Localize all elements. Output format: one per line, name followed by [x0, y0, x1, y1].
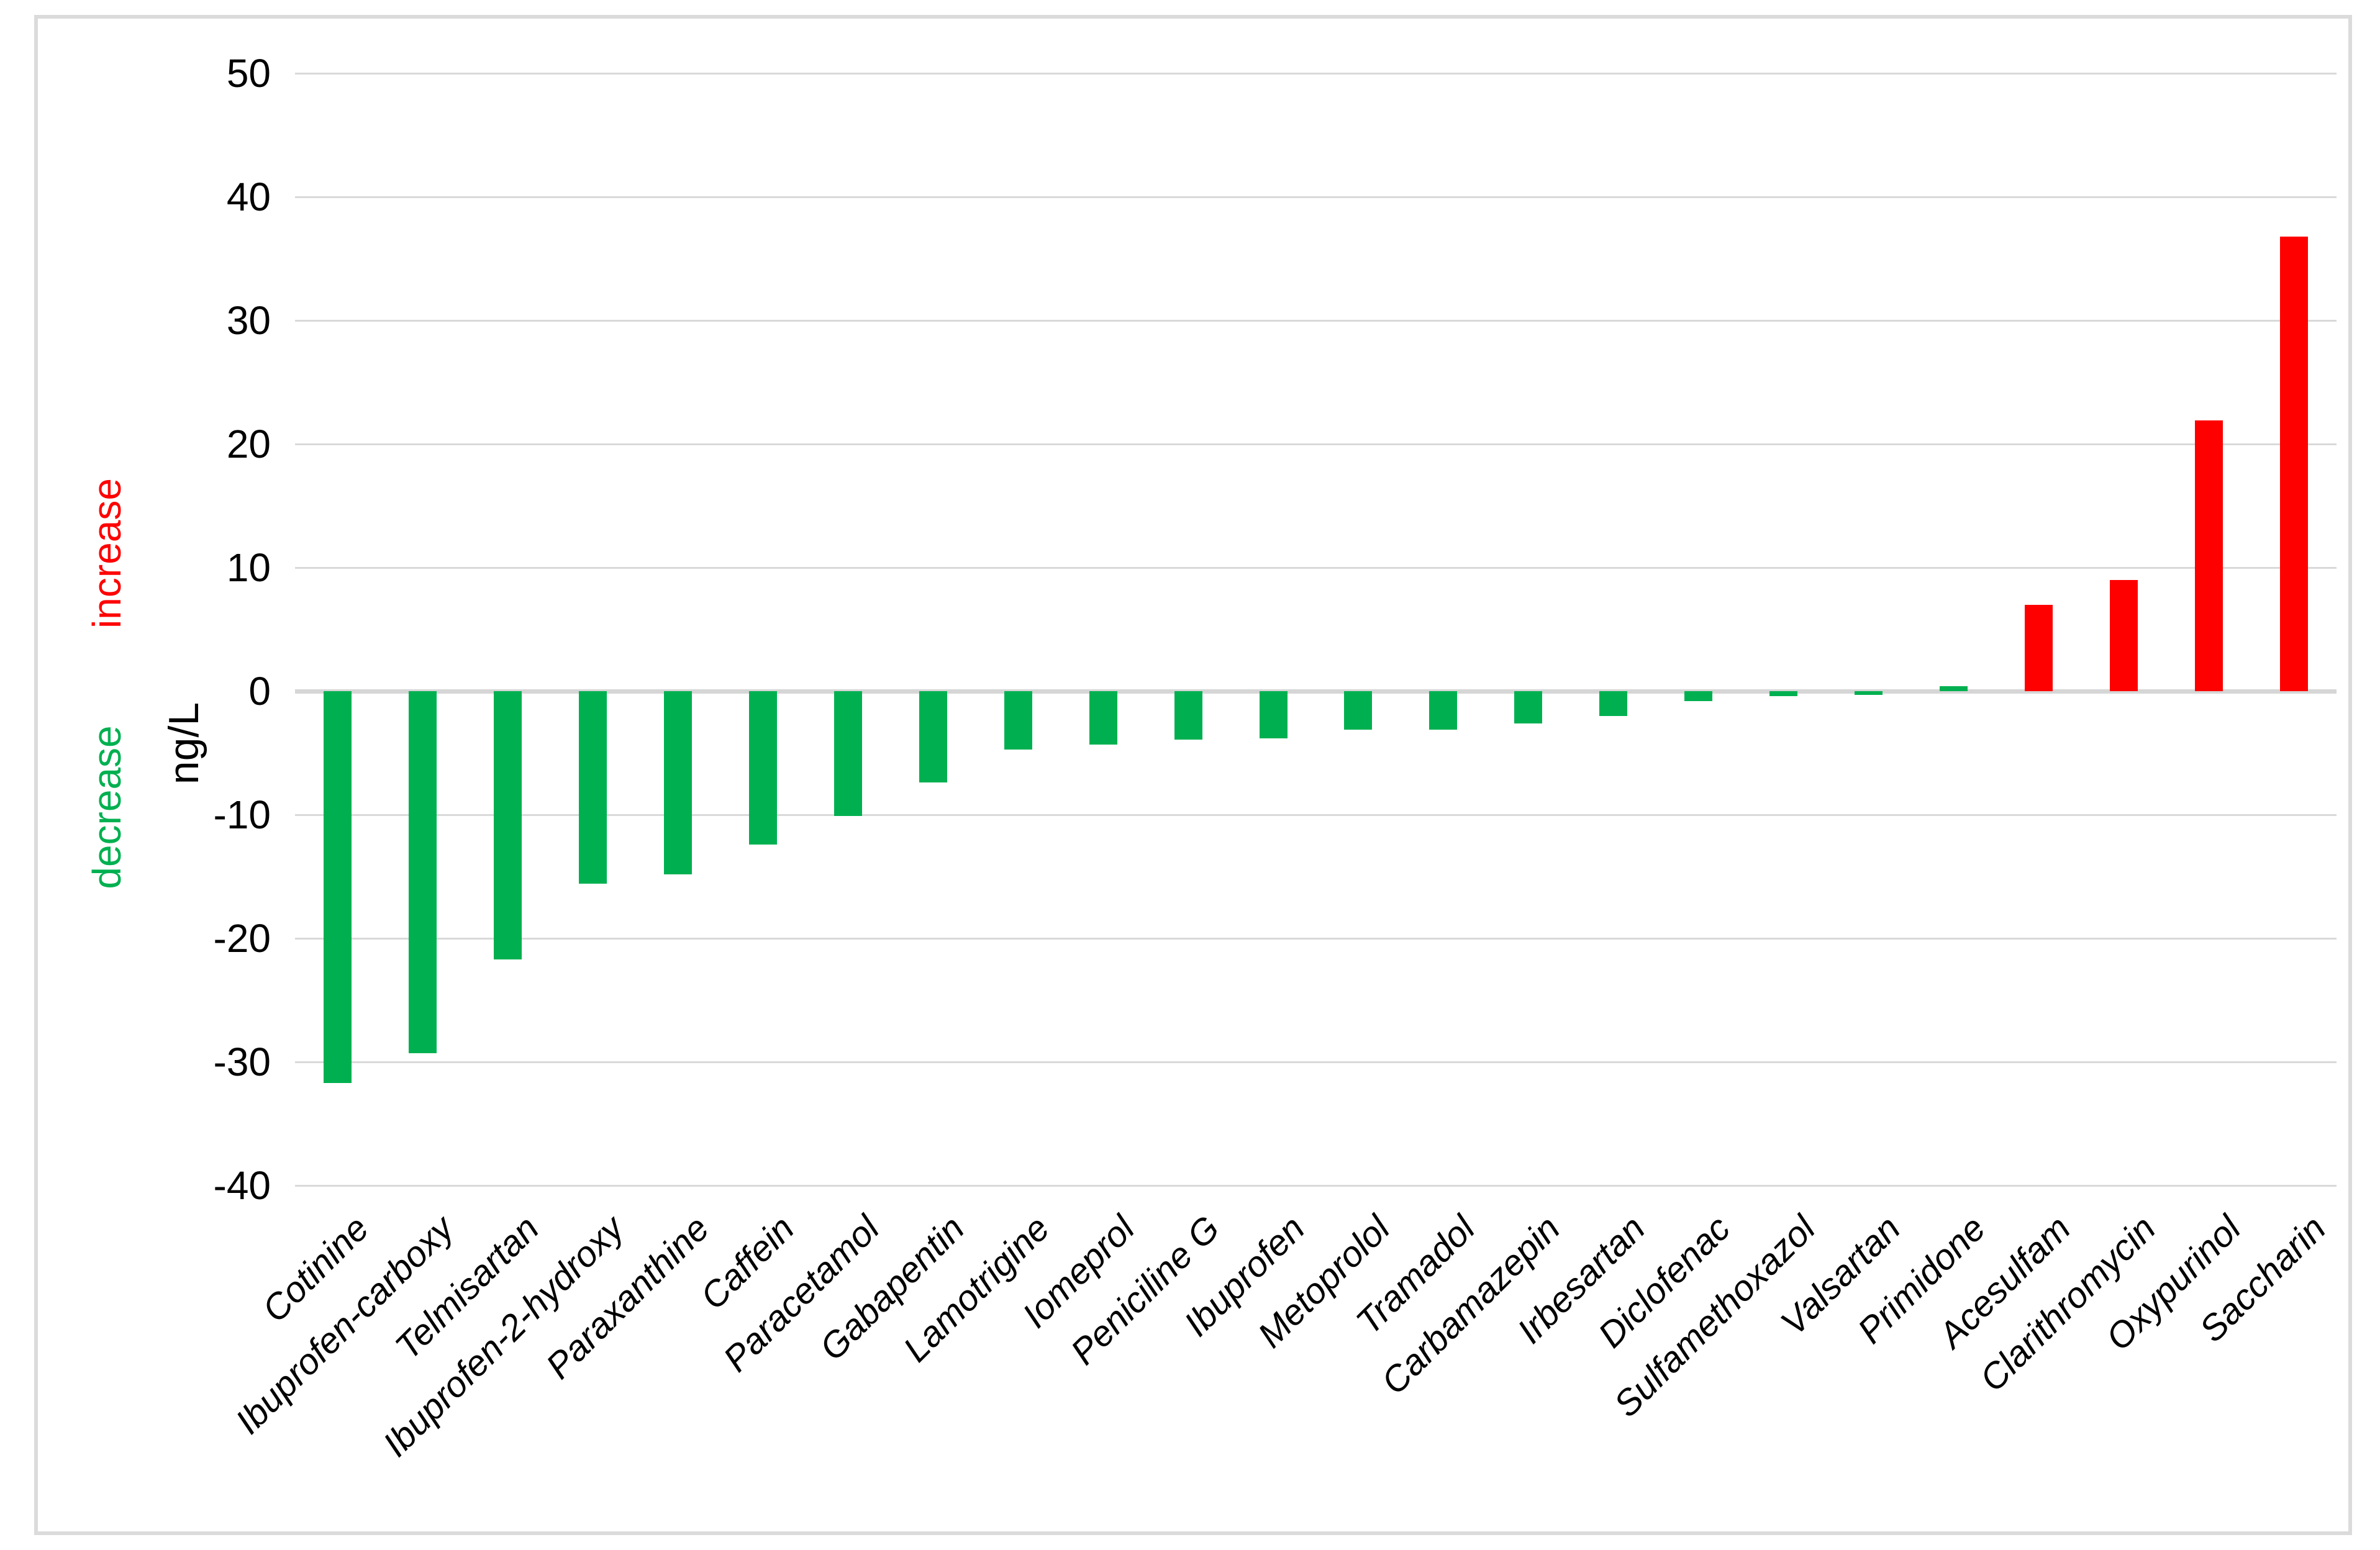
x-axis-zero-line [295, 689, 2337, 694]
y-gridline [295, 1061, 2337, 1063]
bar-cotinine [323, 691, 352, 1083]
y-axis-tick-label: 30 [226, 298, 271, 343]
bar-acesulfam [2025, 604, 2053, 691]
y-axis-unit-label: ng/L [160, 702, 207, 785]
bar-ibuprofen-2-hydroxy [578, 691, 607, 884]
y-gridline [295, 1184, 2337, 1187]
y-axis-tick-label: 40 [226, 174, 271, 219]
bar-gabapentin [919, 691, 947, 783]
y-gridline [295, 937, 2337, 940]
y-axis-tick-label: 50 [226, 51, 271, 96]
bar-valsartan [1855, 691, 1883, 695]
bar-paraxanthine [663, 691, 692, 874]
y-gridline [295, 443, 2337, 445]
bar-saccharin [2280, 236, 2309, 691]
bar-ibuprofen-carboxy [408, 691, 437, 1054]
y-gridline [295, 814, 2337, 816]
y-axis-tick-label: 20 [226, 422, 271, 466]
bar-tramadol [1429, 691, 1458, 730]
bar-diclofenac [1684, 691, 1713, 701]
y-gridline [295, 72, 2337, 75]
y-axis-tick-label: -40 [213, 1163, 271, 1208]
y-axis-tick-label: 10 [226, 545, 271, 590]
bar-iomeprol [1089, 691, 1117, 745]
y-gridline [295, 319, 2337, 322]
y-axis-tick-label: -30 [213, 1040, 271, 1084]
bar-caffein [748, 691, 777, 845]
bar-peniciline-g [1174, 691, 1202, 740]
bar-oxypurinol [2195, 420, 2223, 691]
bar-primidone [1940, 686, 1968, 691]
y-axis-tick-label: -10 [213, 792, 271, 837]
bar-carbamazepin [1514, 691, 1543, 723]
y-gridline [295, 566, 2337, 569]
bar-ibuprofen [1259, 691, 1288, 738]
y-gridline [295, 196, 2337, 198]
bar-clarithromycin [2110, 579, 2138, 691]
bar-irbesartan [1599, 691, 1628, 716]
bar-sulfamethoxazol [1769, 691, 1798, 696]
bar-metoprolol [1344, 691, 1373, 730]
bar-telmisartan [493, 691, 522, 959]
y-axis-tick-label: 0 [248, 669, 271, 714]
bar-lamotrigine [1004, 691, 1032, 750]
y-axis-tick-label: -20 [213, 916, 271, 961]
decrease-axis-label: decrease [84, 725, 129, 889]
bar-paracetamol [833, 691, 862, 816]
